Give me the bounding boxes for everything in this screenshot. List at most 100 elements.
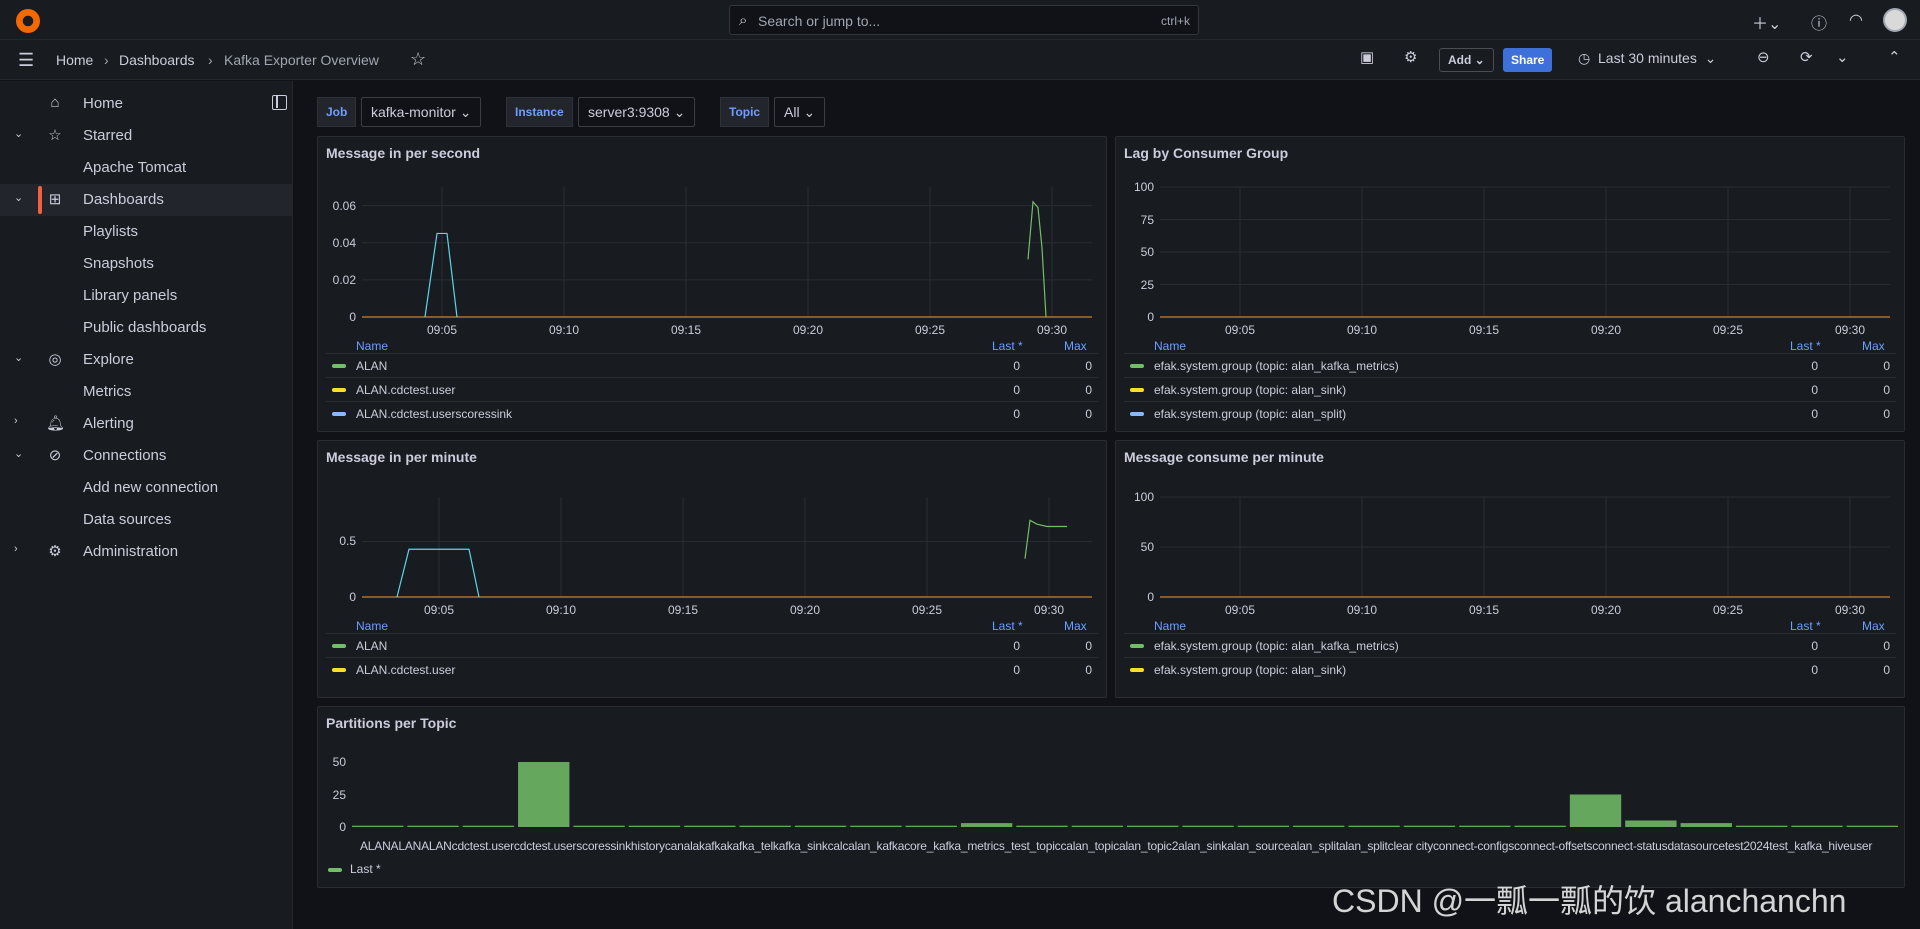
sidebar-item-add-new-connection[interactable]: Add new connection: [0, 472, 292, 504]
panel-message-consume-per-minute[interactable]: Message consume per minute 100 50 0 09:05 09…: [1115, 440, 1905, 698]
legend-header-last[interactable]: Last *: [1790, 619, 1821, 633]
legend-header-max[interactable]: Max: [1064, 339, 1087, 353]
legend-row[interactable]: ALAN 0 0: [326, 353, 1098, 377]
chevron-down-icon[interactable]: ⌄: [14, 128, 24, 140]
panel-message-in-per-second[interactable]: Message in per second 0.06 0.04 0.02 0 09:05…: [317, 136, 1107, 432]
y-tick-label: 25: [332, 787, 346, 802]
bar: [518, 762, 570, 827]
chevron-down-icon[interactable]: ⌄: [14, 448, 24, 460]
clock-icon: ◷: [1578, 50, 1591, 66]
chart-plot-area[interactable]: [362, 497, 1092, 598]
legend-header-name[interactable]: Name: [1154, 619, 1187, 633]
bar: [352, 825, 404, 827]
legend-row[interactable]: efak.system.group (topic: alan_split) 0 0: [1124, 401, 1896, 425]
sidebar-item-data-sources[interactable]: Data sources: [0, 504, 292, 536]
sidebar-item-library-panels[interactable]: Library panels: [0, 280, 292, 312]
variable-select-job[interactable]: kafka-monitor ⌄: [361, 97, 482, 127]
plus-icon[interactable]: ＋⌄: [1752, 16, 1782, 33]
legend-row[interactable]: efak.system.group (topic: alan_sink) 0 0: [1124, 657, 1896, 681]
legend-swatch-icon: [332, 412, 346, 416]
sidebar-item-dashboards[interactable]: ⌄ ⊞ Dashboards: [0, 184, 292, 216]
sidebar-item-label: Home: [83, 95, 124, 112]
y-tick-label: 0: [349, 590, 356, 604]
sidebar-item-administration[interactable]: › ⚙ Administration: [0, 536, 292, 568]
chevron-right-icon[interactable]: ›: [14, 415, 18, 427]
bar: [1403, 825, 1456, 827]
sidebar-item-apache-tomcat[interactable]: Apache Tomcat: [0, 152, 292, 184]
legend-row[interactable]: ALAN.cdctest.userscoressink 0 0: [326, 401, 1098, 425]
bar-legend[interactable]: Last *: [328, 862, 381, 876]
legend-header-max[interactable]: Max: [1064, 619, 1087, 633]
x-tick-label: 09:10: [548, 323, 580, 337]
sidebar-item-connections[interactable]: ⌄ ⊘ Connections: [0, 440, 292, 472]
variable-select-topic[interactable]: All ⌄: [774, 97, 826, 127]
breadcrumb-dashboards[interactable]: Dashboards: [119, 52, 195, 68]
x-tick-label: 09:25: [911, 603, 943, 617]
legend-header-last[interactable]: Last *: [992, 339, 1023, 353]
chart-plot-area[interactable]: [1160, 186, 1890, 318]
grafana-logo-icon[interactable]: [16, 9, 40, 33]
sidebar-item-alerting[interactable]: › 🔔︎ Alerting: [0, 408, 292, 440]
chart-plot-area[interactable]: [1160, 496, 1890, 598]
chevron-down-icon[interactable]: ⌄: [14, 352, 24, 364]
mark-favorite-icon[interactable]: ☆: [410, 49, 427, 69]
legend-row[interactable]: efak.system.group (topic: alan_kafka_met…: [1124, 633, 1896, 657]
legend-header-name[interactable]: Name: [356, 339, 389, 353]
chart-plot-area[interactable]: [362, 187, 1092, 318]
legend-header-max[interactable]: Max: [1862, 619, 1885, 633]
help-icon[interactable]: ⓘ: [1811, 16, 1828, 33]
legend-max-value: 0: [1085, 639, 1092, 653]
share-button[interactable]: Share: [1503, 48, 1553, 72]
collapse-icon[interactable]: ⌃: [1888, 49, 1901, 66]
news-icon[interactable]: ◠: [1849, 12, 1863, 29]
settings-icon[interactable]: ⚙: [1404, 49, 1418, 66]
sidebar-item-label: Library panels: [83, 287, 178, 304]
search-shortcut: ctrl+k: [1160, 14, 1190, 28]
legend-row[interactable]: ALAN.cdctest.user 0 0: [326, 657, 1098, 681]
legend-header-max[interactable]: Max: [1862, 339, 1885, 353]
legend-row[interactable]: efak.system.group (topic: alan_sink) 0 0: [1124, 377, 1896, 401]
sidebar-item-public-dashboards[interactable]: Public dashboards: [0, 312, 292, 344]
panel-lag-by-consumer-group[interactable]: Lag by Consumer Group 100 75 50 25 0 09:05 09:…: [1115, 136, 1905, 432]
breadcrumb-home[interactable]: Home: [56, 52, 94, 68]
legend-header-name[interactable]: Name: [1154, 339, 1187, 353]
legend-row[interactable]: efak.system.group (topic: alan_kafka_met…: [1124, 353, 1896, 377]
legend-series-name: efak.system.group (topic: alan_sink): [1154, 663, 1347, 677]
legend-header-name[interactable]: Name: [356, 619, 389, 633]
add-button[interactable]: Add ⌄: [1439, 48, 1494, 72]
legend-max-value: 0: [1883, 383, 1890, 397]
legend-header-last[interactable]: Last *: [992, 619, 1023, 633]
zoom-out-icon[interactable]: ⊖: [1757, 49, 1770, 66]
refresh-icon[interactable]: ⟳: [1800, 49, 1813, 66]
panel-title: Message in per second: [326, 145, 481, 161]
sidebar-item-metrics[interactable]: Metrics: [0, 376, 292, 408]
legend-row[interactable]: ALAN 0 0: [326, 633, 1098, 657]
avatar[interactable]: [1883, 8, 1907, 32]
legend-series-name: ALAN.cdctest.user: [356, 383, 456, 397]
chevron-down-icon[interactable]: ⌄: [14, 192, 24, 204]
variable-select-instance[interactable]: server3:9308 ⌄: [578, 97, 696, 127]
bar-chart-plot-area[interactable]: [350, 762, 1900, 827]
legend-header-last[interactable]: Last *: [1790, 339, 1821, 353]
sidebar-item-playlists[interactable]: Playlists: [0, 216, 292, 248]
panel-message-in-per-minute[interactable]: Message in per minute 0.5 0 09:05 09:10 09:1…: [317, 440, 1107, 698]
legend-row[interactable]: ALAN.cdctest.user 0 0: [326, 377, 1098, 401]
panel-partitions-per-topic[interactable]: Partitions per Topic 50 25 0 ALANALANALANcd…: [317, 706, 1905, 888]
sidebar-item-starred[interactable]: ⌄ ☆ Starred: [0, 120, 292, 152]
dock-menu-icon[interactable]: [272, 95, 287, 110]
x-tick-label: 09:20: [1590, 603, 1622, 617]
legend-max-value: 0: [1085, 359, 1092, 373]
menu-icon[interactable]: ☰: [18, 50, 35, 70]
variable-label-topic: Topic: [720, 97, 770, 127]
time-range-picker[interactable]: ◷ Last 30 minutes ⌄: [1578, 50, 1717, 66]
chevron-right-icon[interactable]: ›: [14, 543, 18, 555]
y-tick-label: 50: [332, 755, 346, 769]
save-icon[interactable]: ▣: [1360, 49, 1375, 66]
sidebar-item-home[interactable]: ⌂ Home: [0, 88, 292, 120]
sidebar-item-snapshots[interactable]: Snapshots: [0, 248, 292, 280]
refresh-interval-chevron-icon[interactable]: ⌄: [1836, 49, 1849, 66]
search-input[interactable]: ⌕ Search or jump to... ctrl+k: [729, 5, 1199, 35]
legend-swatch-icon: [1130, 412, 1144, 416]
sidebar-item-explore[interactable]: ⌄ ◎ Explore: [0, 344, 292, 376]
top-bar: ⌕ Search or jump to... ctrl+k ＋⌄ ⓘ ◠: [0, 0, 1920, 40]
